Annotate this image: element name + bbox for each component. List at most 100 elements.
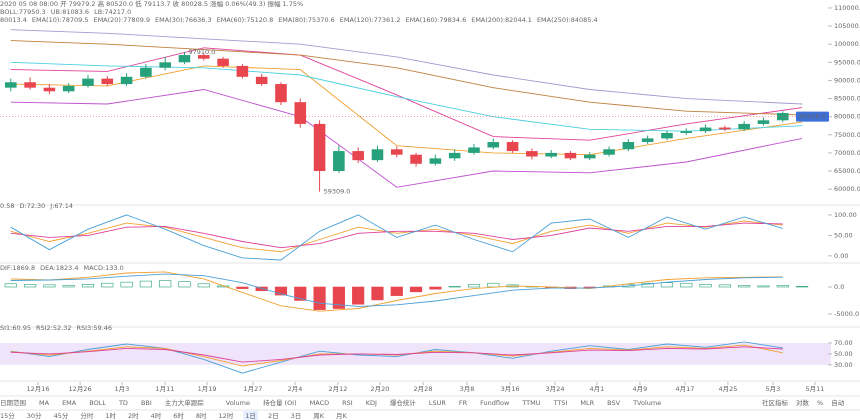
macd-bar: [313, 286, 326, 310]
timeframe[interactable]: 30分: [27, 411, 42, 420]
candle-body: [217, 58, 229, 66]
indicator-tab[interactable]: 爆仓统计: [390, 398, 417, 407]
candle-body: [545, 152, 557, 157]
candle-body: [62, 85, 75, 92]
macd-bar: [738, 285, 751, 288]
y-tick-label: 95000.0: [834, 58, 860, 66]
indicator-tab[interactable]: TVolume: [632, 399, 661, 407]
candle-body: [583, 154, 596, 159]
indicator-tab[interactable]: Fundflow: [480, 399, 510, 407]
macd-bar: [641, 282, 654, 288]
timeframe[interactable]: 2日: [268, 412, 279, 420]
timeframe[interactable]: 12时: [219, 411, 234, 420]
ema-legend: 80013.4: [0, 16, 27, 24]
timeframe[interactable]: 1日: [245, 412, 256, 420]
x-tick-label: 5月11: [806, 385, 825, 393]
boll-legend: UB:81083.6: [51, 8, 89, 16]
macd-bar: [62, 285, 75, 288]
timeframe-selected: [243, 411, 258, 420]
x-tick-label: 1月11: [156, 385, 175, 393]
boll-legend: LB:74217.0: [94, 8, 131, 16]
indicator-tab[interactable]: BSV: [607, 399, 620, 407]
tool-button[interactable]: 社区指标: [762, 398, 789, 407]
timeframe[interactable]: 周K: [313, 412, 325, 420]
y-tick-label: 0.00: [834, 252, 848, 260]
macd-bar: [390, 286, 403, 296]
timeframe[interactable]: 1时: [105, 411, 116, 420]
y-tick-label: 30.00: [834, 361, 853, 369]
timeframe[interactable]: 15分: [0, 411, 15, 420]
y-tick-label: 100000.0: [834, 40, 860, 48]
y-tick-label: -5000.0: [834, 310, 859, 318]
indicator-line: [10, 220, 783, 253]
last-price-tag: [796, 111, 829, 122]
indicator-tab[interactable]: EMA: [62, 399, 77, 407]
indicator-tab[interactable]: LSUR: [429, 399, 447, 407]
x-tick-label: 4月1: [590, 385, 605, 393]
timeframe[interactable]: 2时: [128, 411, 139, 420]
indicator-tab[interactable]: BBI: [141, 399, 152, 407]
timeframe[interactable]: 分时: [80, 411, 94, 420]
x-tick-label: 4月17: [675, 385, 694, 393]
macd-bar: [101, 282, 114, 288]
candle-body: [82, 78, 94, 86]
timeframe[interactable]: 6时: [173, 411, 184, 420]
macd-bar: [294, 286, 307, 301]
macd-bar: [4, 283, 17, 288]
candle-body: [236, 65, 249, 77]
timeframe[interactable]: 月K: [336, 412, 348, 420]
x-tick-label: 1月19: [198, 385, 217, 393]
y-tick-label: 70000.0: [834, 149, 860, 157]
indicator-line: [10, 29, 803, 105]
tool-button[interactable]: 自动: [831, 398, 845, 407]
macd-bar: [274, 286, 288, 296]
macd-bar: [699, 284, 712, 288]
candle-body: [43, 87, 56, 92]
ema-legend: EMA(10):78709.5: [32, 16, 89, 24]
indicator-tab[interactable]: Volume: [226, 399, 250, 407]
indicator-tab[interactable]: FR: [459, 399, 468, 407]
indicator-tab[interactable]: MLR: [580, 399, 594, 407]
tool-button[interactable]: 对数: [796, 398, 810, 407]
y-tick-label: 65000.0: [834, 167, 860, 175]
x-tick-label: 3月24: [546, 385, 565, 393]
y-tick-label: 0.0: [834, 283, 844, 291]
x-tick-label: 4月9: [633, 385, 648, 393]
y-tick-label: 85000.0: [834, 95, 860, 103]
timeframe[interactable]: 4时: [151, 411, 162, 420]
indicator-line: [10, 214, 783, 261]
rsi-band: [0, 342, 831, 365]
indicator-legend: MACD:133.0: [83, 264, 123, 272]
x-tick-label: 3月8: [460, 385, 475, 393]
indicator-tab[interactable]: 持仓量 (OI): [263, 398, 297, 407]
macd-bar: [43, 284, 56, 288]
candle-body: [641, 138, 654, 143]
candle-body: [487, 142, 500, 148]
indicator-tab[interactable]: TTSI: [553, 399, 568, 407]
timeframe[interactable]: 3日: [291, 412, 302, 420]
macd-bar: [680, 282, 693, 288]
macd-bar: [255, 286, 268, 292]
x-tick-label: 2月12: [328, 385, 347, 393]
y-tick-label: 60000.0: [834, 185, 860, 193]
indicator-tab[interactable]: KDJ: [366, 399, 377, 407]
timeframe[interactable]: 45分: [54, 411, 69, 420]
x-tick-label: 5月3: [766, 385, 781, 393]
timeframe[interactable]: 8时: [196, 411, 207, 420]
indicator-tab[interactable]: TD: [118, 399, 128, 407]
indicator-tab[interactable]: MACD: [310, 399, 329, 407]
candle-body: [564, 152, 577, 159]
indicator-tab[interactable]: 主力大单跟踪: [165, 398, 205, 407]
indicator-tab[interactable]: 日期范围: [0, 398, 26, 407]
indicator-tab[interactable]: TTMU: [521, 399, 540, 407]
price-annotation: 97910.0: [188, 48, 215, 56]
indicator-tab[interactable]: BOLL: [89, 399, 106, 407]
indicator-tab[interactable]: MA: [39, 399, 50, 407]
tool-button[interactable]: %: [817, 399, 823, 407]
indicator-line: [10, 47, 803, 141]
indicator-tab[interactable]: RSI: [342, 399, 353, 407]
macd-bar: [332, 286, 345, 309]
indicator-line: [10, 341, 783, 374]
x-tick-label: 4月25: [718, 385, 737, 393]
indicator-line: [10, 344, 783, 367]
